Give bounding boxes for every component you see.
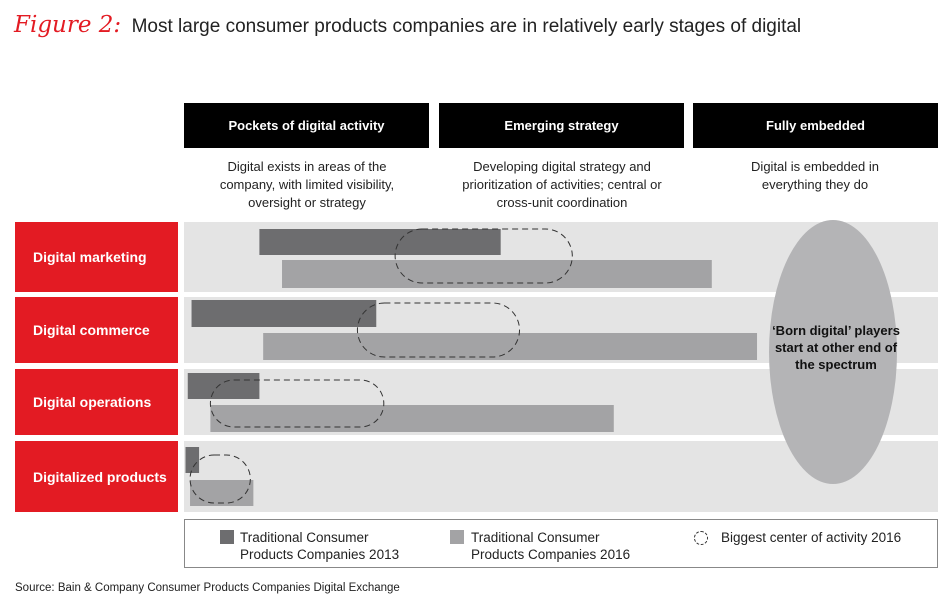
born-digital-annotation: ‘Born digital’ players start at other en… [772, 323, 900, 372]
stage-header-pockets: Pockets of digital activity [184, 103, 429, 148]
bar-2016-digital-marketing [282, 260, 712, 288]
center-of-activity-digital-operations [209, 379, 385, 428]
stage-header-emerging: Emerging strategy [439, 103, 684, 148]
center-of-activity-digitalized-products [189, 454, 251, 504]
source-note: Source: Bain & Company Consumer Products… [15, 582, 400, 594]
figure-label: Figure 2: [14, 12, 122, 38]
legend-swatch-2013 [220, 530, 234, 544]
bar-2016-digital-operations [210, 405, 614, 432]
legend-swatch-2016 [450, 530, 464, 544]
row-label-digital-operations: Digital operations [15, 369, 178, 435]
legend-label-2013: Traditional Consumer Products Companies … [240, 530, 400, 562]
born-digital-oval [769, 220, 897, 484]
bar-2013-digitalized-products [185, 447, 200, 473]
stage-header-embedded: Fully embedded [693, 103, 938, 148]
figure-title: Most large consumer products companies a… [131, 16, 802, 37]
bar-2013-digital-operations [187, 373, 260, 399]
legend-dashed-circle-icon [694, 531, 708, 545]
bar-2016-digitalized-products [190, 480, 254, 506]
center-of-activity-digital-commerce [356, 302, 521, 358]
bar-2016-digital-commerce [263, 333, 758, 360]
bar-2013-digital-commerce [191, 300, 377, 327]
legend-label-center: Biggest center of activity 2016 [721, 530, 902, 545]
row-label-digital-marketing: Digital marketing [15, 222, 178, 292]
legend-label-2016: Traditional Consumer Products Companies … [471, 530, 631, 562]
legend: Traditional Consumer Products Companies … [184, 519, 938, 568]
stage-desc-pockets: Digital exists in areas of the company, … [219, 159, 395, 210]
stage-desc-emerging: Developing digital strategy and prioriti… [462, 159, 662, 210]
bar-2013-digital-marketing [259, 229, 501, 255]
center-of-activity-digital-marketing [394, 228, 573, 284]
row-label-digitalized-products: Digitalized products [15, 441, 178, 512]
figure-title-row: Figure 2: Most large consumer products c… [14, 12, 801, 46]
row-label-digital-commerce: Digital commerce [15, 297, 178, 363]
stage-desc-embedded: Digital is embedded in everything they d… [751, 159, 879, 192]
